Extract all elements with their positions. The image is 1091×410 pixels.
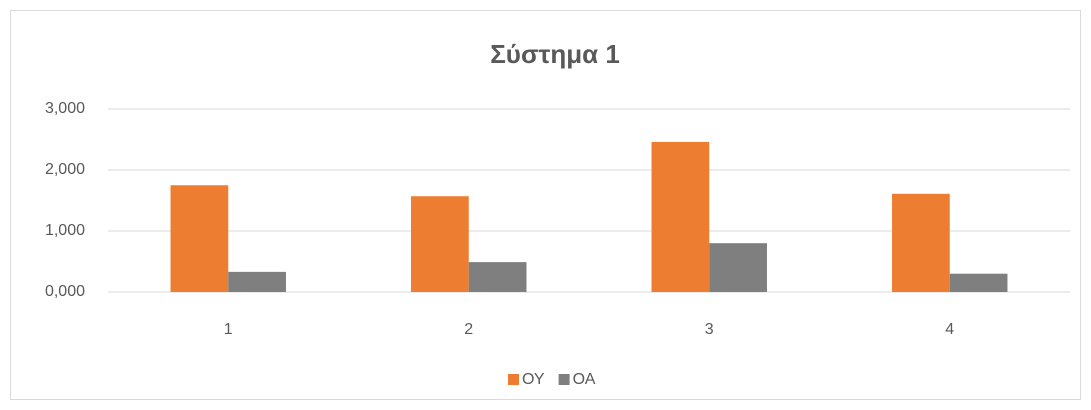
x-tick-label: 2 bbox=[464, 321, 473, 338]
bar bbox=[949, 273, 1008, 292]
x-tick-label: 3 bbox=[705, 321, 714, 338]
chart-title: Σύστημα 1 bbox=[490, 39, 620, 69]
bar bbox=[651, 141, 710, 292]
legend-label: ΟΥ bbox=[522, 371, 545, 388]
bar bbox=[709, 243, 767, 292]
bar bbox=[170, 185, 229, 292]
bar bbox=[468, 262, 527, 292]
y-tick-label: 2,000 bbox=[45, 161, 85, 178]
legend-swatch bbox=[558, 374, 570, 385]
y-tick-label: 0,000 bbox=[45, 283, 85, 300]
bar bbox=[892, 193, 950, 292]
legend-label: ΟΑ bbox=[573, 371, 596, 388]
x-tick-label: 4 bbox=[945, 321, 954, 338]
y-tick-label: 1,000 bbox=[45, 222, 85, 239]
legend-swatch bbox=[508, 374, 519, 385]
y-tick-label: 3,000 bbox=[45, 100, 85, 117]
bar bbox=[228, 271, 286, 292]
x-tick-label: 1 bbox=[224, 321, 233, 338]
bar bbox=[411, 196, 469, 292]
